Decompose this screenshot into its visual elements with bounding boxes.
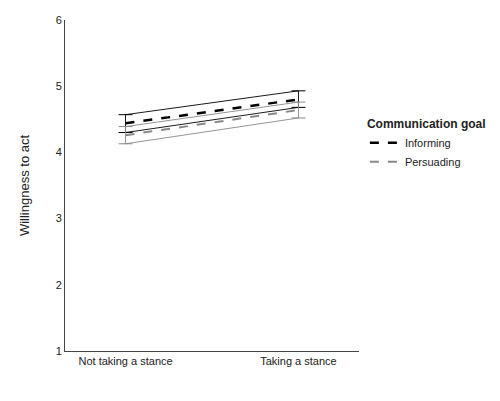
svg-text:Communication goal: Communication goal: [367, 117, 486, 131]
svg-text:Taking a stance: Taking a stance: [260, 355, 336, 367]
svg-text:Not taking a stance: Not taking a stance: [78, 355, 172, 367]
svg-text:Willingness to act: Willingness to act: [17, 135, 32, 237]
svg-text:4: 4: [56, 146, 62, 158]
svg-text:5: 5: [56, 80, 62, 92]
svg-text:Persuading: Persuading: [405, 156, 461, 168]
svg-text:1: 1: [56, 345, 62, 357]
svg-text:Informing: Informing: [405, 137, 451, 149]
svg-text:3: 3: [56, 212, 62, 224]
svg-text:2: 2: [56, 279, 62, 291]
svg-text:6: 6: [56, 14, 62, 26]
